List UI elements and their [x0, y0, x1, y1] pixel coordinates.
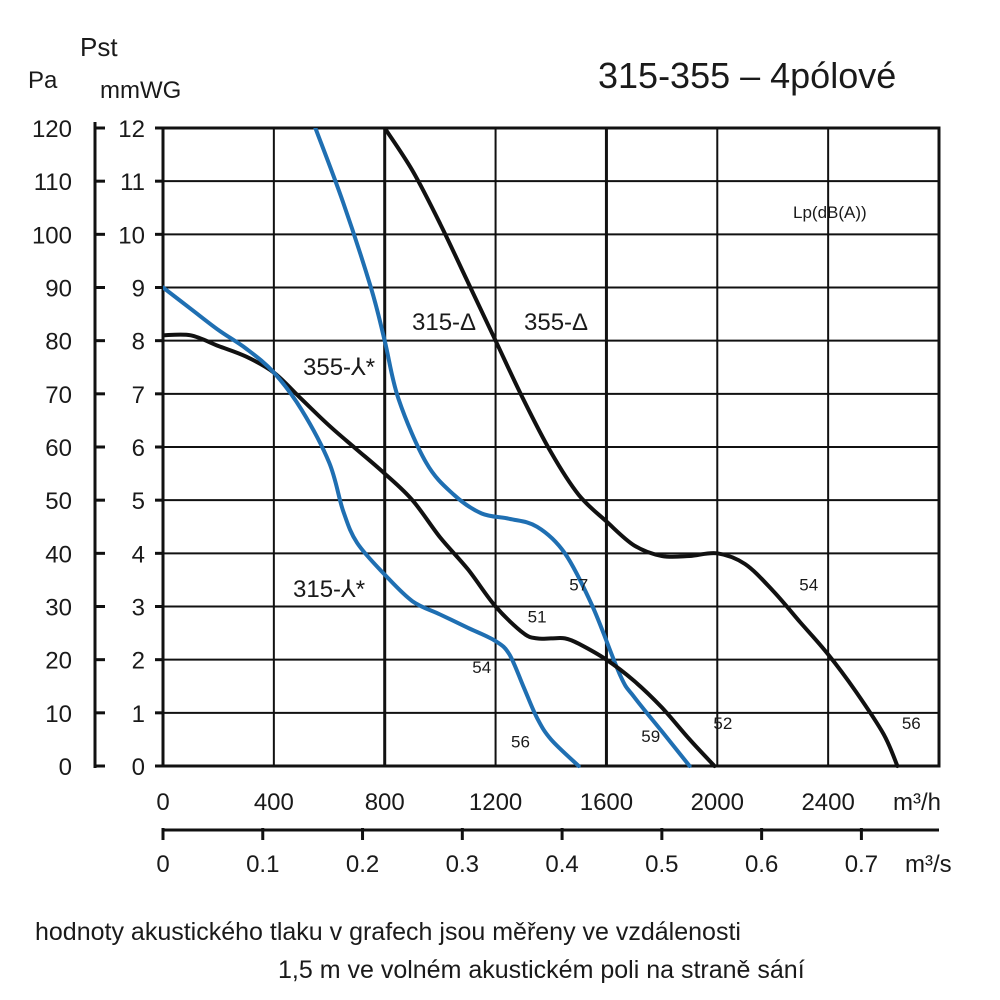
m3s-unit-label: m³/s	[905, 851, 952, 878]
m3s-tick-label: 0	[156, 851, 169, 878]
m3h-axis: 0 400 800 1200 1600 2000 2400 m³/h	[156, 789, 941, 816]
pa-tick-label: 70	[45, 382, 72, 409]
pa-tick-label: 100	[32, 222, 72, 249]
series-label-355-delta: 355-Δ	[524, 309, 588, 336]
pa-tick-label: 110	[34, 169, 72, 196]
curves	[163, 128, 900, 768]
mmwg-tick-label: 6	[132, 435, 145, 462]
pa-tick-label: 50	[45, 488, 72, 515]
lp-value-label: 57	[569, 576, 588, 595]
lp-value-label: 56	[511, 732, 530, 751]
lp-value-label: 54	[472, 658, 491, 677]
pa-unit-label: Pa	[28, 67, 58, 94]
mmwg-tick-label: 0	[132, 754, 145, 781]
lp-labels: 54 56 57 59 51 52 54 56	[472, 576, 920, 752]
mmwg-tick-label: 3	[132, 595, 145, 622]
mmwg-tick-label: 10	[118, 222, 145, 249]
pa-tick-label: 60	[45, 435, 72, 462]
m3s-tick-label: 0.5	[645, 851, 678, 878]
pst-label: Pst	[80, 32, 118, 62]
m3h-tick-label: 2400	[801, 789, 854, 816]
m3s-tick-label: 0.7	[845, 851, 878, 878]
m3h-unit-label: m³/h	[893, 789, 941, 816]
mmwg-tick-label: 2	[132, 648, 145, 675]
mmwg-tick-label: 1	[132, 701, 145, 728]
m3h-tick-label: 1600	[580, 789, 633, 816]
lp-value-label: 54	[799, 576, 818, 595]
lp-value-label: 52	[713, 714, 732, 733]
m3h-tick-label: 2000	[691, 789, 744, 816]
series-label-315-star: 315-⅄*	[293, 576, 365, 603]
m3s-axis: 0 0.1 0.2 0.3 0.4 0.5 0.6 0.7 m³/s	[156, 828, 952, 878]
note-line-2: 1,5 m ve volném akustickém poli na stran…	[278, 956, 805, 984]
note-line-1: hodnoty akustického tlaku v grafech jsou…	[35, 918, 741, 946]
series-label-315-delta: 315-Δ	[412, 309, 476, 336]
series-line-315-delta	[313, 128, 692, 768]
series-line-355-star	[163, 332, 717, 768]
pa-tick-label: 20	[45, 648, 72, 675]
m3h-tick-label: 800	[365, 789, 405, 816]
pa-tick-label: 30	[45, 595, 72, 622]
m3h-tick-label: 400	[254, 789, 294, 816]
m3s-tick-label: 0.6	[745, 851, 778, 878]
pa-tick-label: 90	[45, 276, 72, 303]
pa-tick-label: 10	[45, 701, 72, 728]
m3s-tick-label: 0.4	[545, 851, 578, 878]
m3h-tick-label: 1200	[469, 789, 522, 816]
mmwg-tick-label: 7	[132, 382, 145, 409]
m3s-tick-label: 0.3	[446, 851, 479, 878]
mmwg-tick-label: 8	[132, 329, 145, 356]
pa-tick-label: 80	[45, 329, 72, 356]
mmwg-tick-label: 11	[120, 169, 145, 196]
series-line-355-delta	[382, 128, 900, 768]
m3s-tick-label: 0.2	[346, 851, 379, 878]
m3s-tick-label: 0.1	[246, 851, 279, 878]
mmwg-tick-label: 4	[132, 541, 145, 568]
plot-grid	[163, 128, 939, 766]
pa-tick-label: 40	[45, 541, 72, 568]
pa-tick-label: 0	[59, 754, 72, 781]
mmwg-tick-label: 9	[132, 276, 145, 303]
lp-value-label: 51	[528, 607, 547, 626]
pa-tick-label: 120	[32, 116, 72, 143]
mmwg-tick-label: 12	[118, 116, 145, 143]
lp-value-label: 56	[902, 714, 921, 733]
mmwg-tick-label: 5	[132, 488, 145, 515]
m3h-tick-label: 0	[156, 789, 169, 816]
series-label-355-star: 355-⅄*	[303, 354, 375, 381]
chart-title: 315-355 – 4pólové	[598, 55, 896, 96]
mmwg-unit-label: mmWG	[100, 77, 181, 104]
series-line-315-star	[163, 285, 581, 768]
lp-value-label: 59	[641, 727, 660, 746]
lp-legend-label: Lp(dB(A))	[793, 203, 867, 222]
pa-axis: 0 10 20 30 40 50 60 70 80 90 100 110 120	[32, 116, 105, 781]
